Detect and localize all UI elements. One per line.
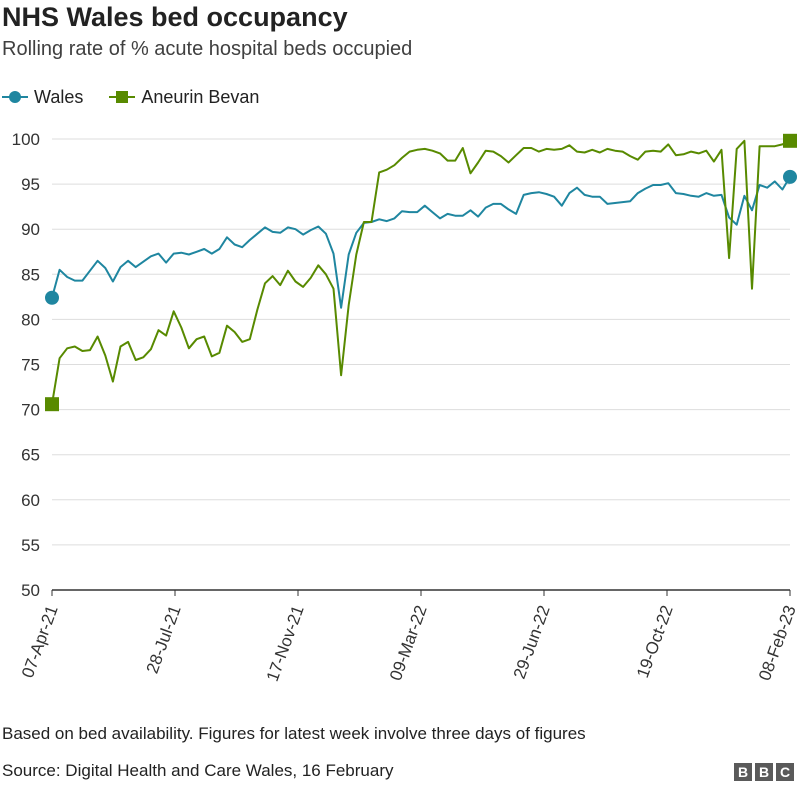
- legend-item-aneurin-bevan: Aneurin Bevan: [109, 87, 259, 108]
- chart-subtitle: Rolling rate of % acute hospital beds oc…: [2, 38, 413, 60]
- x-tick-label: 07-Apr-21: [18, 603, 62, 681]
- bbc-logo-letter: B: [755, 763, 773, 781]
- y-tick-label: 65: [21, 446, 40, 465]
- y-tick-label: 60: [21, 491, 40, 510]
- y-tick-label: 85: [21, 265, 40, 284]
- legend-swatch-wales-icon: [2, 91, 28, 103]
- footnote: Based on bed availability. Figures for l…: [2, 724, 586, 743]
- series-point-aneurin-bevan: [45, 397, 59, 412]
- legend-swatch-aneurin-bevan-icon: [109, 91, 136, 103]
- y-tick-label: 50: [21, 581, 40, 600]
- series-line-wales: [51, 176, 791, 309]
- series-point-wales: [783, 169, 797, 184]
- series-line-aneurin-bevan: [51, 139, 791, 405]
- bbc-logo: B B C: [734, 763, 794, 781]
- legend: Wales Aneurin Bevan: [2, 86, 285, 108]
- bbc-logo-letter: B: [734, 763, 752, 781]
- y-tick-label: 75: [21, 356, 40, 375]
- chart-title: NHS Wales bed occupancy: [2, 2, 348, 32]
- x-tick-label: 17-Nov-21: [263, 603, 308, 684]
- x-tick-label: 28-Jul-21: [143, 603, 185, 676]
- y-tick-label: 100: [12, 130, 40, 149]
- source-text: Source: Digital Health and Care Wales, 1…: [2, 761, 394, 780]
- series-point-aneurin-bevan: [783, 133, 797, 148]
- legend-label-aneurin-bevan: Aneurin Bevan: [141, 86, 260, 107]
- y-tick-label: 70: [21, 401, 40, 420]
- x-tick-label: 08-Feb-23: [755, 603, 800, 683]
- legend-item-wales: Wales: [2, 87, 83, 108]
- y-tick-label: 55: [21, 536, 40, 555]
- x-tick-label: 29-Jun-22: [510, 603, 554, 681]
- bbc-logo-letter: C: [776, 763, 794, 781]
- y-tick-label: 80: [21, 310, 40, 329]
- x-tick-label: 09-Mar-22: [386, 603, 431, 683]
- legend-label-wales: Wales: [34, 86, 84, 107]
- y-tick-label: 90: [21, 220, 40, 239]
- x-tick-label: 19-Oct-22: [633, 603, 677, 681]
- y-tick-label: 95: [21, 175, 40, 194]
- series-point-wales: [45, 290, 59, 305]
